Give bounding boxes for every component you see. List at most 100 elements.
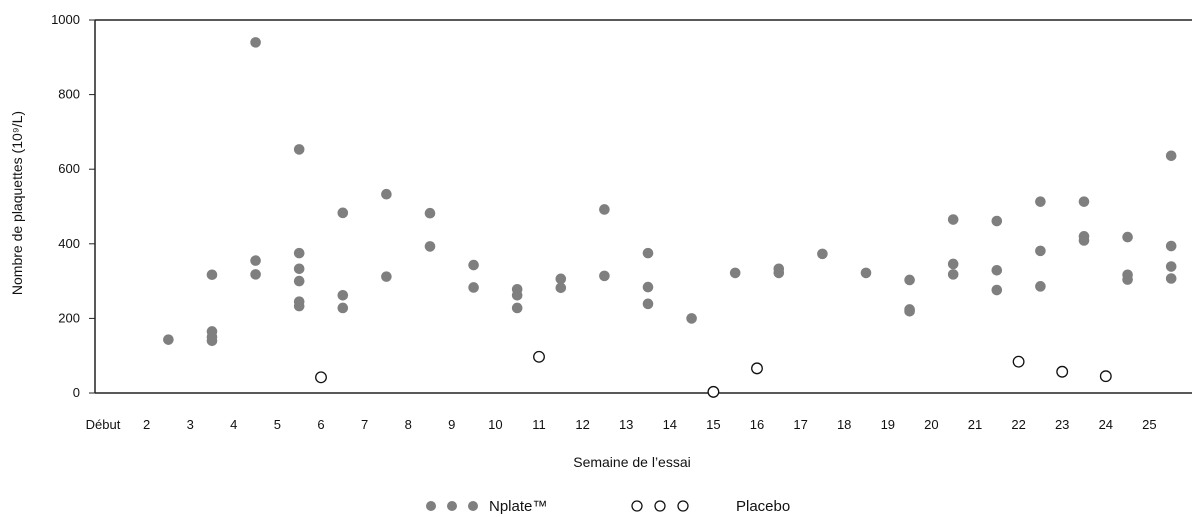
nplate-point [991,284,1003,296]
nplate-point [1122,274,1133,285]
placebo-point [1012,355,1025,368]
x-tick-label: 5 [274,417,281,432]
x-tick-label: 19 [881,417,895,432]
placebo-point [1056,365,1069,378]
x-tick-label: 21 [968,417,982,432]
nplate-point [337,302,349,314]
nplate-point [293,300,305,312]
legend-nplate-marker-3 [468,501,478,511]
nplate-point [468,282,479,293]
nplate-point [250,37,261,48]
y-axis-ticks: 0 200 400 600 800 1000 [51,12,95,400]
nplate-point [163,334,174,345]
nplate-point [381,271,392,282]
x-tick-label: 12 [575,417,589,432]
nplate-point [424,241,436,252]
nplate-point [1122,231,1133,243]
x-tick-label: 8 [405,417,412,432]
x-tick-label: 13 [619,417,633,432]
nplate-point [293,144,305,155]
nplate-point [293,247,305,259]
nplate-point [293,263,305,275]
x-tick-label: 10 [488,417,502,432]
y-tick-label: 1000 [51,12,80,27]
legend-placebo-marker-2 [654,500,666,512]
x-axis-ticks: Début 2 3 4 5 6 7 8 9 10 11 12 13 14 15 16 17 18 19 20 21 22 2… [86,417,1157,432]
x-tick-label: 7 [361,417,368,432]
x-tick-label: 20 [924,417,938,432]
nplate-point [729,267,741,279]
x-tick-label: 9 [448,417,455,432]
nplate-point [1035,196,1046,207]
x-axis-title: Semaine de l’essai [573,454,691,470]
legend-placebo-marker-3 [677,500,689,512]
y-tick-label: 0 [73,385,80,400]
nplate-point [904,274,915,286]
x-tick-label: 4 [230,417,237,432]
data-points [163,37,1177,398]
x-tick-label: 24 [1099,417,1113,432]
legend-nplate-label: Nplate™ [489,498,547,515]
nplate-point [206,335,218,347]
nplate-point [904,306,915,317]
nplate-point [1165,273,1177,284]
x-tick-label: 25 [1142,417,1156,432]
x-tick-label: 15 [706,417,720,432]
nplate-point [293,275,305,287]
nplate-point [599,270,610,282]
nplate-point [250,269,261,280]
y-tick-label: 200 [58,310,80,325]
nplate-point [773,267,785,279]
y-tick-label: 600 [58,161,80,176]
nplate-point [991,215,1003,227]
nplate-point [817,248,828,260]
nplate-point [1078,196,1090,207]
nplate-point [642,298,654,310]
nplate-point [947,269,959,280]
legend: Nplate™ Placebo [426,498,790,515]
placebo-point [751,362,763,375]
x-tick-label: 3 [187,417,194,432]
x-tick-label: 22 [1011,417,1025,432]
x-tick-label: 6 [317,417,324,432]
nplate-point [947,258,959,270]
nplate-point [1035,245,1046,257]
nplate-point [642,281,654,293]
nplate-point [250,255,261,266]
legend-nplate-marker-2 [447,501,457,511]
placebo-point [315,371,327,384]
x-tick-label: 17 [793,417,807,432]
nplate-point [1165,240,1177,252]
nplate-point [1165,150,1177,162]
nplate-point [599,204,610,215]
placebo-point [707,385,720,398]
nplate-point [1078,235,1090,246]
nplate-point [1035,281,1046,292]
nplate-point [991,264,1003,276]
nplate-point [642,247,654,259]
nplate-point [511,289,523,301]
x-tick-label: Début [86,417,121,432]
y-tick-label: 400 [58,236,80,251]
x-tick-label: 11 [532,417,546,432]
x-tick-label: 23 [1055,417,1069,432]
nplate-point [860,267,872,279]
nplate-point [337,289,349,301]
x-tick-label: 14 [663,417,677,432]
nplate-point [424,207,436,219]
legend-nplate-marker-1 [426,501,436,511]
y-tick-label: 800 [58,87,80,102]
y-axis-title: Nombre de plaquettes (10⁹/L) [9,111,25,295]
x-tick-label: 18 [837,417,851,432]
nplate-point [468,259,479,271]
placebo-point [533,350,545,363]
nplate-point [337,207,349,219]
legend-placebo-label: Placebo [736,498,790,515]
nplate-point [1165,261,1177,272]
x-tick-label: 16 [750,417,764,432]
nplate-point [686,313,697,324]
nplate-point [511,302,523,314]
nplate-point [206,269,218,281]
nplate-point [947,214,959,225]
nplate-point [555,273,567,285]
